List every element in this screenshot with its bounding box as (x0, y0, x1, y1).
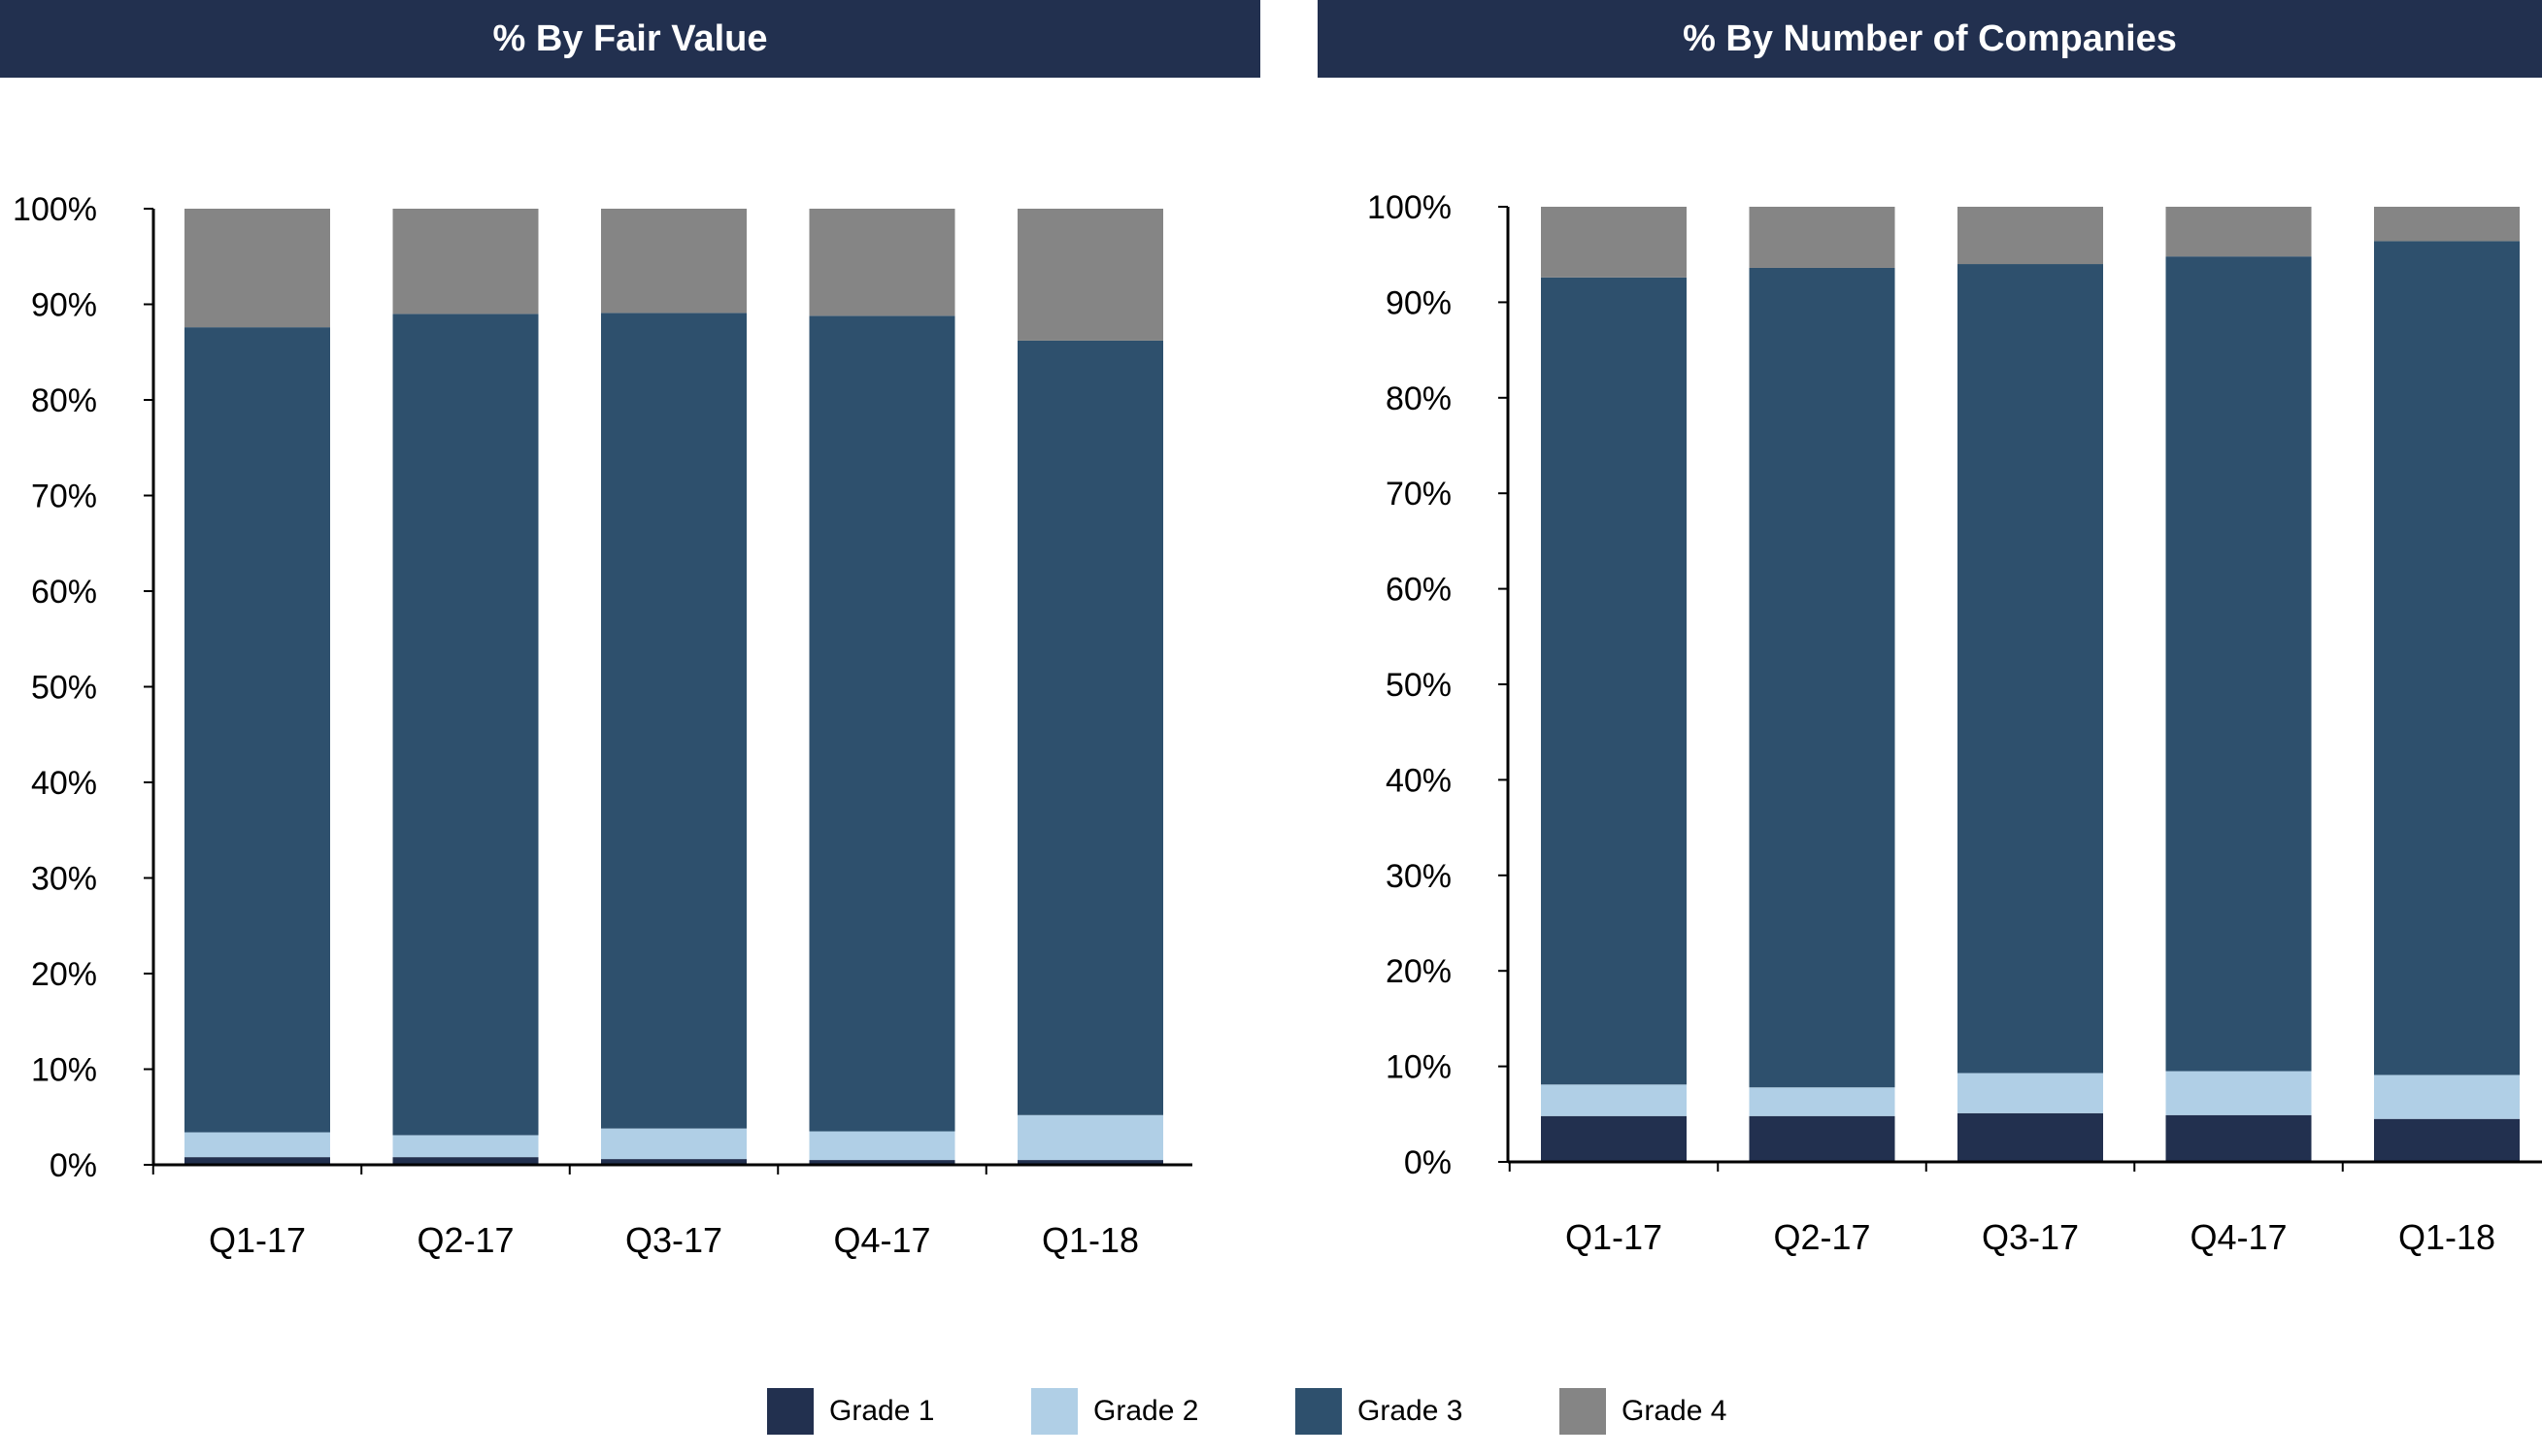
legend-item-grade-1: Grade 1 (767, 1388, 934, 1435)
company-count-bar-q2-17-grade-2 (1749, 1087, 1895, 1116)
legend-label-grade-1: Grade 1 (829, 1395, 935, 1427)
company-count-x-tick-label: Q1-17 (1565, 1217, 1662, 1257)
fair-value-y-tick-label: 70% (31, 479, 97, 515)
legend-item-grade-4: Grade 4 (1559, 1388, 1726, 1435)
legend-swatch-grade-4 (1559, 1388, 1606, 1435)
company-count-y-tick-label: 10% (1386, 1049, 1452, 1086)
legend-label-grade-3: Grade 3 (1357, 1395, 1463, 1427)
fair-value-x-tick-label: Q2-17 (417, 1220, 514, 1260)
legend: Grade 1 Grade 2 Grade 3 Grade 4 (0, 1388, 2542, 1437)
company-count-bar-q3-17-grade-2 (1957, 1073, 2103, 1113)
company-count-bar-q4-17-grade-1 (2165, 1114, 2312, 1162)
fair-value-bar-q3-17-grade-4 (601, 209, 747, 314)
fair-value-x-tick-label: Q1-18 (1042, 1220, 1139, 1260)
company-count-bar-q1-18-grade-2 (2374, 1075, 2520, 1119)
fair-value-bar-q3-17-grade-3 (601, 313, 747, 1129)
company-count-bar-q3-17-grade-4 (1957, 207, 2103, 265)
company-count-bar-q1-18-grade-1 (2374, 1118, 2520, 1162)
company-count-x-tick-label: Q2-17 (1773, 1217, 1870, 1257)
fair-value-bar-q1-18-grade-4 (1018, 209, 1163, 341)
fair-value-chart-title: % By Fair Value (0, 0, 1260, 78)
fair-value-bar-q1-18-grade-2 (1018, 1114, 1163, 1161)
company-count-y-tick-label: 100% (1367, 189, 1452, 226)
fair-value-y-tick-label: 60% (31, 574, 97, 611)
fair-value-y-tick-label: 80% (31, 382, 97, 419)
fair-value-y-tick-label: 20% (31, 956, 97, 993)
fair-value-x-tick-label: Q4-17 (833, 1220, 930, 1260)
fair-value-bar-q2-17-grade-4 (392, 209, 539, 314)
fair-value-bar-q4-17-grade-2 (809, 1131, 955, 1161)
company-count-y-tick-label: 0% (1404, 1144, 1452, 1181)
company-count-bar-q1-17-grade-3 (1541, 277, 1687, 1085)
fair-value-bar-q4-17-grade-3 (809, 315, 955, 1132)
fair-value-bar-q1-18-grade-3 (1018, 340, 1163, 1115)
fair-value-y-tick-label: 50% (31, 670, 97, 707)
company-count-bar-q2-17-grade-1 (1749, 1115, 1895, 1162)
fair-value-bar-q1-17-grade-3 (184, 327, 330, 1133)
fair-value-y-tick-label: 100% (13, 191, 97, 228)
fair-value-bar-q2-17-grade-2 (392, 1135, 539, 1158)
fair-value-bar-q1-18-grade-1 (1018, 1160, 1163, 1165)
fair-value-bar-q2-17-grade-1 (392, 1157, 539, 1165)
company-count-y-tick-label: 50% (1386, 667, 1452, 704)
fair-value-bar-q3-17-grade-1 (601, 1159, 747, 1165)
company-count-bar-q2-17-grade-3 (1749, 267, 1895, 1088)
legend-item-grade-2: Grade 2 (1031, 1388, 1198, 1435)
legend-swatch-grade-2 (1031, 1388, 1078, 1435)
fair-value-bar-q1-17-grade-2 (184, 1132, 330, 1158)
company-count-y-tick-label: 40% (1386, 762, 1452, 799)
fair-value-y-tick-label: 30% (31, 861, 97, 898)
fair-value-y-tick-label: 40% (31, 765, 97, 802)
legend-item-grade-3: Grade 3 (1295, 1388, 1462, 1435)
company-count-bar-q3-17-grade-3 (1957, 264, 2103, 1074)
fair-value-bar-q4-17-grade-1 (809, 1160, 955, 1165)
company-count-x-tick-label: Q1-18 (2398, 1217, 2495, 1257)
fair-value-x-tick-label: Q3-17 (625, 1220, 722, 1260)
company-count-bar-q1-18-grade-4 (2374, 207, 2520, 242)
fair-value-bar-q1-17-grade-4 (184, 209, 330, 328)
fair-value-bar-q2-17-grade-3 (392, 314, 539, 1136)
fair-value-bar-q1-17-grade-1 (184, 1157, 330, 1165)
company-count-y-tick-label: 90% (1386, 284, 1452, 321)
company-count-x-tick-label: Q4-17 (2190, 1217, 2287, 1257)
fair-value-bar-q4-17-grade-4 (809, 209, 955, 316)
company-count-chart-title: % By Number of Companies (1318, 0, 2542, 78)
company-count-y-tick-label: 80% (1386, 381, 1452, 417)
company-count-bar-q2-17-grade-4 (1749, 207, 1895, 268)
fair-value-y-tick-label: 90% (31, 287, 97, 324)
company-count-x-tick-label: Q3-17 (1982, 1217, 2079, 1257)
fair-value-bar-q3-17-grade-2 (601, 1128, 747, 1160)
company-count-y-tick-label: 20% (1386, 953, 1452, 990)
company-count-bar-q4-17-grade-4 (2165, 207, 2312, 257)
company-count-y-tick-label: 70% (1386, 476, 1452, 513)
company-count-bar-q1-17-grade-4 (1541, 207, 1687, 278)
fair-value-y-tick-label: 10% (31, 1052, 97, 1089)
company-count-bar-q1-17-grade-2 (1541, 1084, 1687, 1116)
company-count-y-tick-label: 60% (1386, 572, 1452, 609)
company-count-bar-q4-17-grade-2 (2165, 1071, 2312, 1115)
fair-value-y-tick-label: 0% (50, 1147, 97, 1184)
legend-swatch-grade-3 (1295, 1388, 1342, 1435)
company-count-bar-q1-17-grade-1 (1541, 1115, 1687, 1162)
fair-value-x-tick-label: Q1-17 (209, 1220, 306, 1260)
legend-label-grade-2: Grade 2 (1093, 1395, 1199, 1427)
company-count-bar-q4-17-grade-3 (2165, 256, 2312, 1072)
company-count-y-tick-label: 30% (1386, 858, 1452, 895)
legend-label-grade-4: Grade 4 (1622, 1395, 1727, 1427)
company-count-bar-q1-18-grade-3 (2374, 241, 2520, 1075)
legend-swatch-grade-1 (767, 1388, 814, 1435)
company-count-bar-q3-17-grade-1 (1957, 1112, 2103, 1162)
